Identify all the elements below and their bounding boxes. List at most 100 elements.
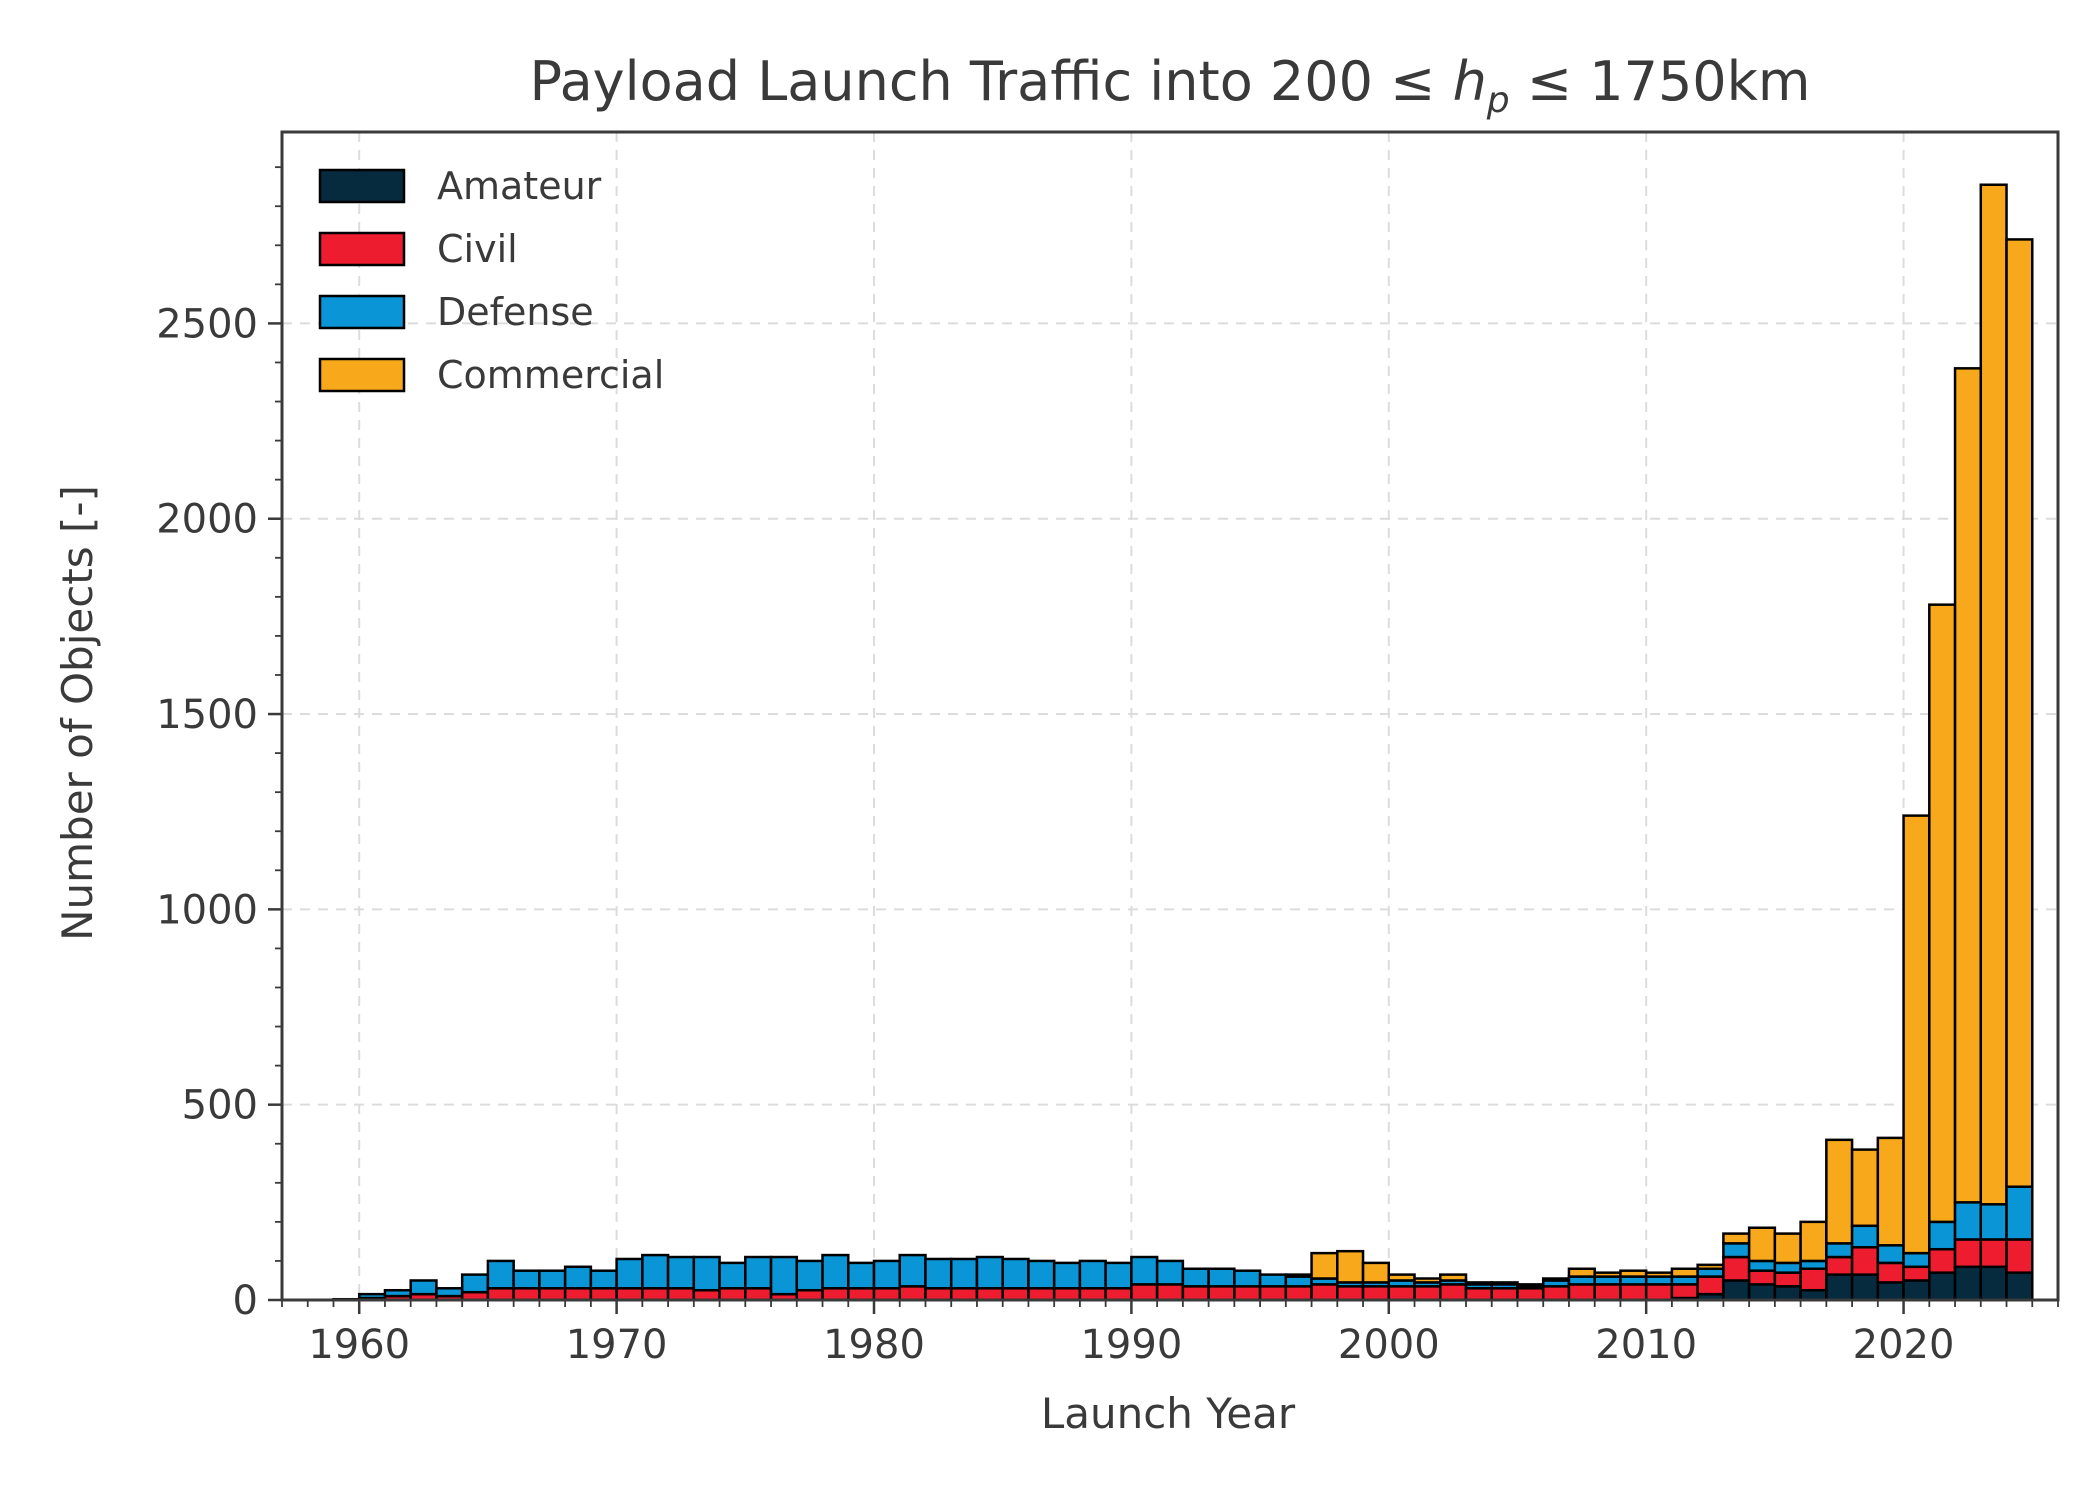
- bar-civil-2011: [1670, 1283, 1699, 1300]
- bar-defense-1990: [1130, 1255, 1159, 1286]
- bar-defense-1964: [460, 1273, 490, 1294]
- bar-civil-1987: [1052, 1287, 1082, 1302]
- bar-civil-1968: [563, 1287, 593, 1302]
- bar-civil-2006: [1541, 1285, 1571, 1302]
- bar-commercial-1997: [1310, 1251, 1339, 1280]
- legend-swatch-civil: [318, 231, 406, 267]
- bar-defense-1965: [486, 1259, 515, 1290]
- bar-defense-1989: [1104, 1261, 1133, 1290]
- bar-civil-2005: [1516, 1287, 1545, 1302]
- x-tick-label: 2020: [1853, 1322, 1955, 1368]
- bar-defense-1973: [692, 1255, 721, 1292]
- bar-commercial-2017: [1825, 1138, 1854, 1245]
- bar-defense-2021: [1928, 1220, 1957, 1251]
- bar-civil-1983: [949, 1287, 979, 1302]
- legend-swatch-commercial: [318, 357, 406, 393]
- bar-commercial-2006: [1541, 1277, 1571, 1282]
- bar-civil-1996: [1284, 1285, 1313, 1302]
- bar-commercial-1999: [1361, 1261, 1391, 1284]
- bar-defense-1976: [769, 1255, 799, 1296]
- bar-civil-1988: [1078, 1287, 1107, 1302]
- bar-defense-1980: [872, 1259, 901, 1290]
- bar-defense-1966: [512, 1269, 541, 1290]
- bar-defense-1993: [1207, 1267, 1236, 1288]
- bar-civil-2014: [1747, 1269, 1777, 1286]
- legend-label-defense: Defense: [437, 290, 594, 334]
- bar-defense-1987: [1052, 1261, 1082, 1290]
- bar-amateur-2017: [1825, 1273, 1854, 1302]
- bar-civil-1997: [1310, 1283, 1339, 1302]
- y-axis-label: Number of Objects [-]: [53, 485, 102, 941]
- bar-commercial-2000: [1387, 1273, 1416, 1282]
- y-tick-label: 500: [182, 1083, 258, 1129]
- bar-commercial-2019: [1876, 1136, 1905, 1247]
- bar-civil-1978: [821, 1287, 850, 1302]
- bar-defense-1960: [357, 1292, 387, 1300]
- bar-commercial-2016: [1799, 1220, 1828, 1263]
- bar-defense-1982: [924, 1257, 953, 1290]
- bar-civil-2019: [1876, 1261, 1905, 1284]
- bar-civil-2015: [1773, 1271, 1802, 1288]
- x-axis-label: Launch Year: [1041, 1389, 1296, 1438]
- bar-commercial-1996: [1284, 1273, 1313, 1278]
- bar-civil-1990: [1130, 1283, 1159, 1302]
- bar-amateur-2024: [2005, 1271, 2034, 1302]
- bar-civil-1981: [898, 1285, 927, 1302]
- bar-defense-1972: [666, 1255, 696, 1290]
- bar-civil-1985: [1001, 1287, 1030, 1302]
- bar-defense-1996: [1284, 1275, 1313, 1288]
- bar-civil-1986: [1027, 1287, 1056, 1302]
- bar-defense-2024: [2005, 1185, 2034, 1241]
- bar-civil-2008: [1593, 1283, 1622, 1302]
- legend-label-commercial: Commercial: [437, 353, 664, 397]
- bar-defense-2018: [1850, 1224, 1880, 1249]
- bar-commercial-2007: [1567, 1267, 1596, 1278]
- bar-commercial-2020: [1902, 814, 1931, 1255]
- bar-defense-1986: [1027, 1259, 1056, 1290]
- bar-civil-2012: [1696, 1275, 1725, 1296]
- bar-commercial-2018: [1850, 1148, 1880, 1228]
- bar-defense-1967: [538, 1269, 567, 1290]
- bar-commercial-1998: [1336, 1249, 1365, 1284]
- bar-civil-2009: [1619, 1283, 1648, 1302]
- bar-commercial-2004: [1490, 1281, 1519, 1286]
- bar-civil-1991: [1155, 1283, 1185, 1302]
- x-tick-label: 1970: [566, 1322, 668, 1368]
- y-tick-label: 2500: [156, 301, 258, 347]
- bar-defense-2023: [1979, 1203, 2008, 1241]
- bar-civil-1993: [1207, 1285, 1236, 1302]
- bar-defense-1962: [409, 1279, 438, 1296]
- bar-defense-1961: [383, 1288, 412, 1298]
- bar-defense-1995: [1258, 1273, 1288, 1288]
- bar-civil-1989: [1104, 1287, 1133, 1302]
- bar-civil-2010: [1644, 1283, 1674, 1302]
- bar-civil-1979: [847, 1287, 876, 1302]
- bars: [332, 183, 2034, 1302]
- bar-defense-1978: [821, 1253, 850, 1290]
- bar-defense-1991: [1155, 1259, 1185, 1286]
- bar-defense-1971: [641, 1253, 670, 1290]
- bar-amateur-2021: [1928, 1271, 1957, 1302]
- bar-amateur-2022: [1953, 1265, 1983, 1302]
- bar-defense-1979: [847, 1261, 876, 1290]
- bar-civil-2003: [1464, 1287, 1493, 1302]
- bar-defense-2015: [1773, 1261, 1802, 1274]
- bar-defense-2022: [1953, 1201, 1983, 1241]
- bar-commercial-2001: [1413, 1277, 1442, 1284]
- x-tick-label: 2000: [1338, 1322, 1440, 1368]
- bar-civil-1975: [744, 1287, 773, 1302]
- bar-defense-1968: [563, 1265, 593, 1290]
- bar-commercial-2003: [1464, 1281, 1493, 1286]
- bar-defense-1988: [1078, 1259, 1107, 1290]
- x-tick-label: 1980: [823, 1322, 925, 1368]
- bar-defense-2013: [1722, 1242, 1751, 1259]
- bar-civil-1969: [589, 1287, 618, 1302]
- bar-defense-1984: [975, 1255, 1004, 1290]
- x-tick-label: 1960: [308, 1322, 410, 1368]
- bar-civil-2007: [1567, 1283, 1596, 1302]
- bar-civil-1998: [1336, 1285, 1365, 1302]
- bar-defense-2017: [1825, 1242, 1854, 1259]
- bar-amateur-2014: [1747, 1283, 1777, 1302]
- bar-civil-2018: [1850, 1246, 1880, 1276]
